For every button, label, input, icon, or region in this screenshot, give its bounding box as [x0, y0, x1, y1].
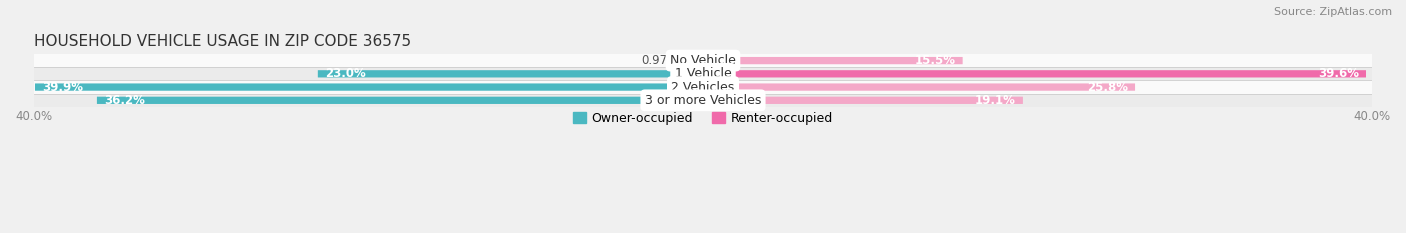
- Text: 36.2%: 36.2%: [104, 94, 145, 107]
- Text: 39.9%: 39.9%: [42, 81, 83, 94]
- FancyBboxPatch shape: [703, 57, 963, 64]
- FancyBboxPatch shape: [34, 94, 1372, 107]
- FancyBboxPatch shape: [703, 70, 1367, 78]
- Text: No Vehicle: No Vehicle: [671, 54, 735, 67]
- FancyBboxPatch shape: [703, 97, 1024, 104]
- Text: Source: ZipAtlas.com: Source: ZipAtlas.com: [1274, 7, 1392, 17]
- FancyBboxPatch shape: [686, 57, 703, 64]
- Legend: Owner-occupied, Renter-occupied: Owner-occupied, Renter-occupied: [568, 107, 838, 130]
- Text: HOUSEHOLD VEHICLE USAGE IN ZIP CODE 36575: HOUSEHOLD VEHICLE USAGE IN ZIP CODE 3657…: [34, 34, 411, 49]
- Text: 39.6%: 39.6%: [1317, 67, 1360, 80]
- FancyBboxPatch shape: [34, 67, 1372, 80]
- Text: 25.8%: 25.8%: [1087, 81, 1128, 94]
- Text: 23.0%: 23.0%: [325, 67, 366, 80]
- FancyBboxPatch shape: [703, 83, 1135, 91]
- Text: 0.97%: 0.97%: [641, 54, 679, 67]
- Text: 15.5%: 15.5%: [915, 54, 956, 67]
- FancyBboxPatch shape: [97, 97, 703, 104]
- FancyBboxPatch shape: [34, 54, 1372, 67]
- Text: 2 Vehicles: 2 Vehicles: [672, 81, 734, 94]
- FancyBboxPatch shape: [318, 70, 703, 78]
- Text: 1 Vehicle: 1 Vehicle: [675, 67, 731, 80]
- FancyBboxPatch shape: [34, 80, 1372, 94]
- Text: 19.1%: 19.1%: [976, 94, 1017, 107]
- Text: 3 or more Vehicles: 3 or more Vehicles: [645, 94, 761, 107]
- FancyBboxPatch shape: [35, 83, 703, 91]
